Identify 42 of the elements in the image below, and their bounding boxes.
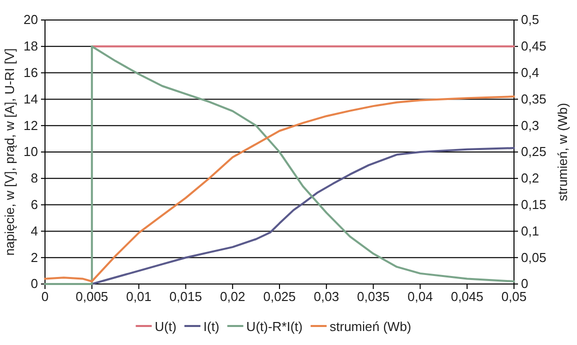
y2-tick-label: 0,25 [521, 144, 546, 160]
legend-label: U(t) [154, 319, 176, 334]
line-series [44, 96, 515, 282]
y-tick-label: 16 [24, 64, 38, 80]
y-tick-label: 6 [30, 196, 38, 212]
y2-tick-label: 0,05 [521, 250, 546, 265]
y2-tick-label: 0,45 [521, 38, 546, 54]
y-tick-label: 12 [24, 118, 38, 133]
x-tick-label: 0,05 [501, 289, 527, 304]
y-tick-label: 8 [30, 170, 38, 186]
y2-tick-label: 0,1 [521, 223, 540, 238]
x-tick-label: 0,005 [76, 289, 108, 304]
y2-tick-label: 0,3 [521, 118, 540, 133]
y2-tick-label: 0,5 [521, 12, 540, 28]
x-tick-label: 0 [41, 289, 49, 304]
y-tick-label: 2 [30, 250, 38, 265]
y2-tick-label: 0,4 [521, 64, 540, 80]
y-axis-title: napięcie, w [V], prąd, w [A], U-RI [V] [2, 48, 17, 256]
y-tick-label: 18 [24, 38, 38, 54]
x-tick-label: 0,025 [263, 289, 296, 304]
x-tick-label: 0,04 [408, 289, 433, 304]
y2-tick-label: 0,15 [521, 196, 546, 212]
y2-tick-label: 0 [521, 276, 528, 292]
x-tick-label: 0,045 [450, 289, 484, 304]
legend-label: I(t) [203, 319, 220, 334]
legend-label: strumień (Wb) [330, 319, 412, 334]
y-tick-label: 14 [24, 91, 38, 106]
line-series [90, 147, 515, 285]
y2-tick-label: 0,2 [521, 170, 540, 186]
x-tick-label: 0,015 [169, 289, 202, 304]
y-tick-label: 4 [30, 223, 38, 238]
y2-tick-label: 0,35 [521, 91, 546, 106]
y-tick-label: 0 [30, 276, 38, 292]
y-tick-label: 20 [24, 12, 38, 28]
y-tick-label: 10 [24, 144, 38, 160]
line-series [44, 45, 515, 285]
x-tick-label: 0,02 [220, 289, 246, 304]
y2-axis-title: strumień, w (Wb) [555, 102, 570, 202]
x-tick-label: 0,03 [314, 289, 340, 304]
legend-label: U(t)-R*I(t) [246, 319, 303, 334]
x-tick-label: 0,01 [126, 289, 152, 304]
x-tick-label: 0,035 [357, 289, 390, 304]
